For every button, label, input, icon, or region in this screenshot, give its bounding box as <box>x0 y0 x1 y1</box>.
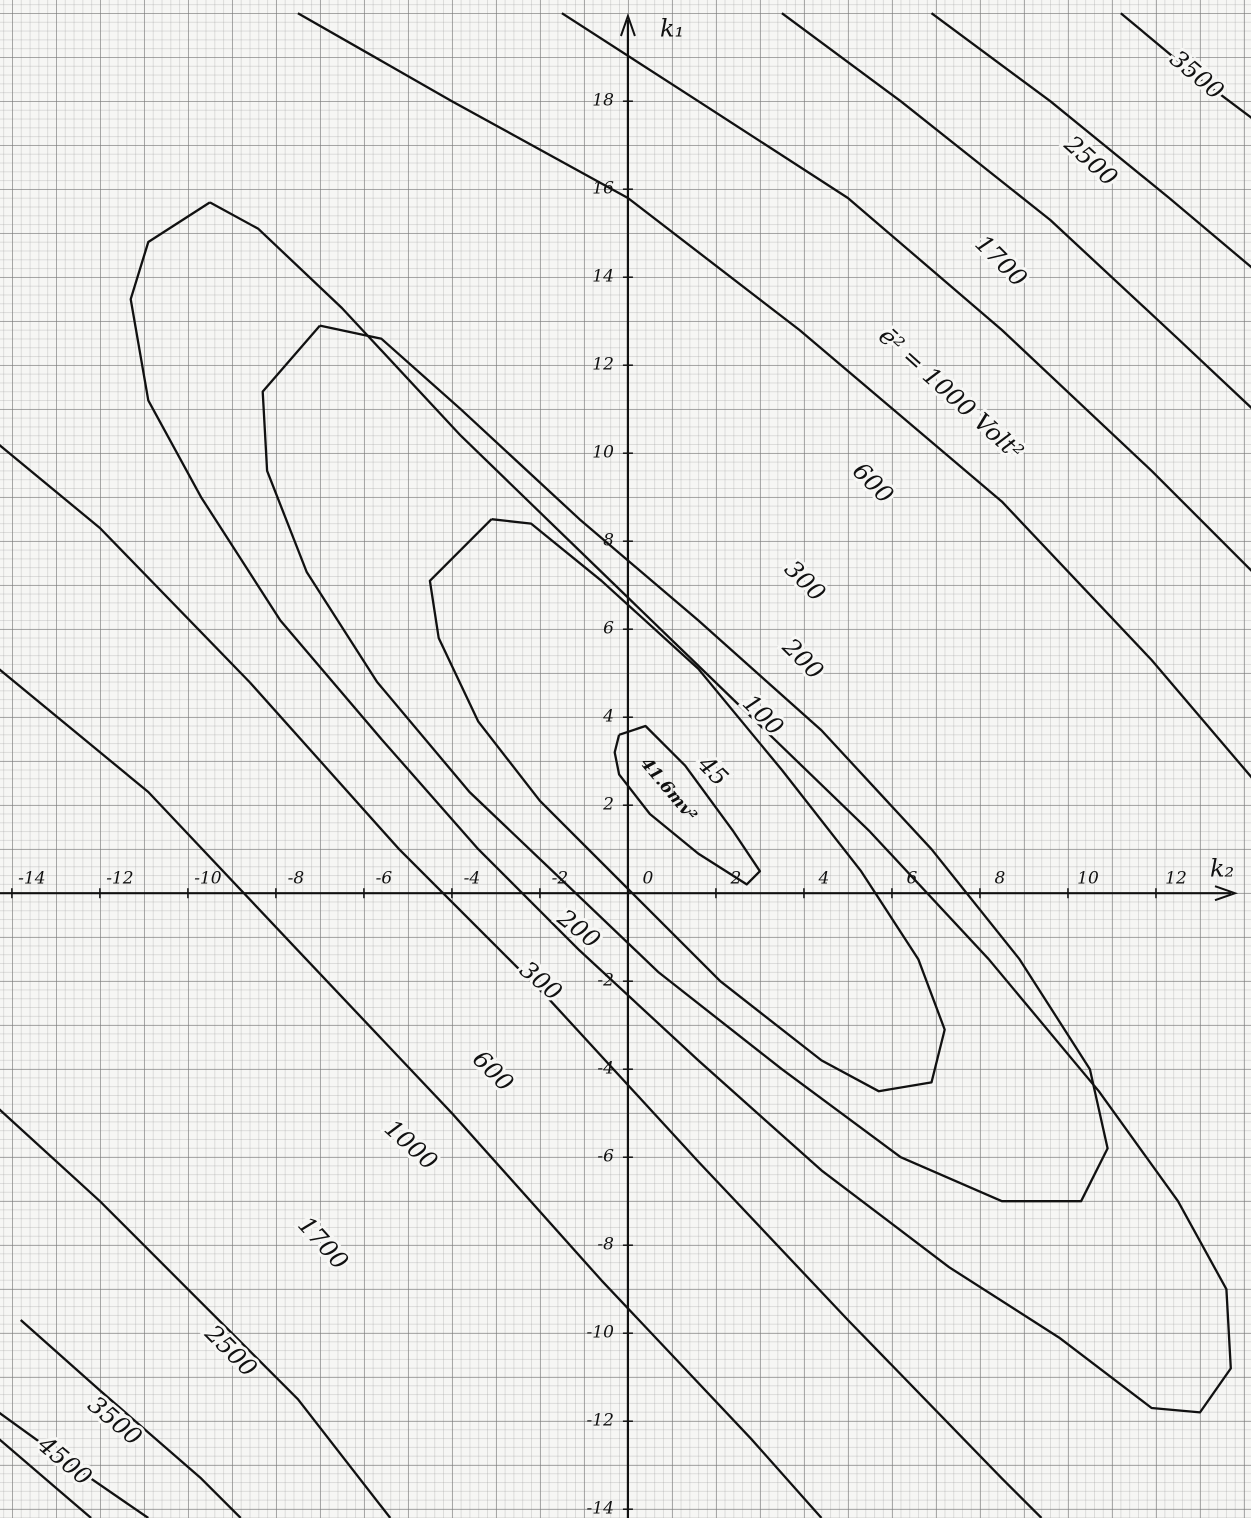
x-tick-label: 0 <box>643 869 654 889</box>
y-tick-label: 4 <box>602 707 614 727</box>
contour-label: 1000 <box>379 1114 443 1176</box>
y-tick-label: -6 <box>597 1147 614 1167</box>
contour-line <box>21 13 1251 1518</box>
contour-label: 200 <box>551 903 605 954</box>
y-axis-label: k₁ <box>660 15 684 43</box>
contour-label: 2500 <box>199 1319 263 1383</box>
y-tick-label: 18 <box>592 91 614 111</box>
contour-line <box>263 326 1108 1202</box>
x-tick-label: -12 <box>106 869 133 889</box>
y-tick-label: 14 <box>592 267 614 287</box>
contour-label: 300 <box>514 955 567 1006</box>
contour-label: 1700 <box>292 1211 354 1275</box>
contour-line <box>0 13 1251 1518</box>
y-tick-label: 6 <box>603 619 614 639</box>
contour-label: 45 <box>692 750 734 792</box>
contour-label: 600 <box>467 1045 519 1097</box>
page: k₁ k₂ -14-12-10-8-6-4-2024681012-14-12-1… <box>0 0 1251 1518</box>
contour-label: 3500 <box>1165 44 1230 105</box>
contour-label: 200 <box>776 632 829 685</box>
contour-label: 600 <box>847 457 899 509</box>
y-tick-label: -12 <box>587 1411 614 1431</box>
y-tick-label: 10 <box>592 443 614 463</box>
contour-chart: k₁ k₂ -14-12-10-8-6-4-2024681012-14-12-1… <box>0 0 1251 1518</box>
x-tick-label: -4 <box>464 869 481 889</box>
contour-label: 4500 <box>32 1430 98 1491</box>
minimum-label: 41.6mv² <box>636 754 701 826</box>
x-tick-label: 4 <box>818 869 830 889</box>
contour-line <box>0 13 1251 1518</box>
annotation: ē² = 1000 Volt² <box>873 322 1029 466</box>
x-axis-label: k₂ <box>1210 855 1234 883</box>
x-tick-label: 10 <box>1077 869 1099 889</box>
contour-label: 300 <box>779 555 831 607</box>
y-tick-label: -14 <box>587 1499 614 1518</box>
contour-label: 100 <box>737 689 789 741</box>
x-tick-label: 12 <box>1165 869 1187 889</box>
x-tick-label: 8 <box>995 869 1006 889</box>
contour-label: 3500 <box>83 1390 148 1451</box>
x-tick-label: -10 <box>194 869 222 889</box>
y-tick-label: 12 <box>592 355 614 375</box>
x-tick-label: -6 <box>376 869 393 889</box>
x-tick-label: -14 <box>18 869 45 889</box>
contour-line <box>0 13 1251 1518</box>
contour-line <box>0 13 1251 1518</box>
y-tick-label: -8 <box>597 1235 614 1255</box>
y-tick-label: -10 <box>587 1323 615 1343</box>
contour-label: 2500 <box>1058 129 1123 191</box>
y-tick-label: 2 <box>602 795 614 815</box>
contour-label: 1700 <box>970 229 1033 292</box>
x-tick-label: -8 <box>288 869 305 889</box>
